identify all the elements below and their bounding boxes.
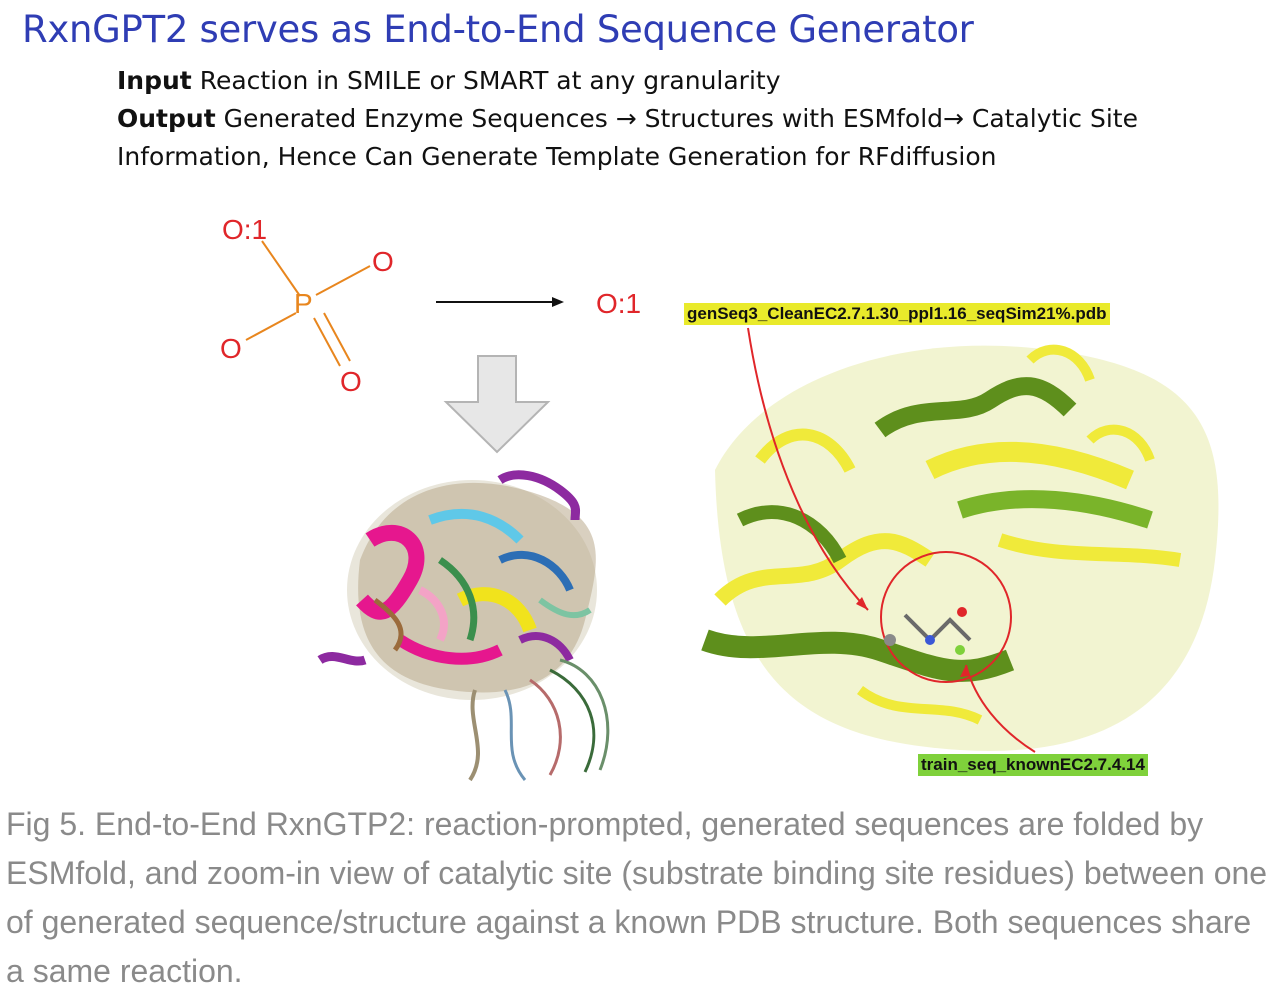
atom-right: O: [372, 246, 394, 277]
product-atom: O:1: [596, 288, 641, 319]
input-keyword: Input: [117, 66, 192, 95]
atom-left: O: [220, 333, 242, 364]
protein-ensemble-image: [317, 470, 610, 782]
input-text: Reaction in SMILE or SMART at any granul…: [199, 66, 781, 95]
figure-canvas: O:1 O P O O O:1: [220, 214, 1235, 782]
catalytic-site-circle: [880, 551, 1012, 683]
bond-right: [315, 265, 371, 296]
generated-structure-label: genSeq3_CleanEC2.7.1.30_ppl1.16_seqSim21…: [684, 303, 1110, 325]
output-line: Output Generated Enzyme Sequences → Stru…: [117, 100, 1257, 138]
bond-top: [261, 240, 301, 297]
bond-bottom-b: [323, 312, 351, 362]
bond-bottom-a: [313, 317, 341, 367]
down-arrow-icon: [443, 355, 551, 454]
catalytic-site-structure-image: [700, 325, 1235, 775]
training-structure-label: train_seq_knownEC2.7.4.14: [918, 754, 1148, 776]
atom-top: O:1: [222, 214, 267, 245]
atom-bottom: O: [340, 366, 362, 397]
bond-left: [245, 312, 297, 341]
output-text-1: Generated Enzyme Sequences → Structures …: [223, 104, 1138, 133]
input-line: Input Reaction in SMILE or SMART at any …: [117, 62, 1257, 100]
description-block: Input Reaction in SMILE or SMART at any …: [117, 62, 1257, 176]
figure-caption: Fig 5. End-to-End RxnGTP2: reaction-prom…: [6, 806, 1268, 989]
slide-title: RxnGPT2 serves as End-to-End Sequence Ge…: [22, 8, 974, 51]
output-keyword: Output: [117, 104, 216, 133]
phosphate-molecule: O:1 O P O O: [220, 214, 394, 397]
generated-pointer-arrow: [747, 327, 869, 611]
reaction-arrow: [436, 297, 564, 307]
output-line-2: Information, Hence Can Generate Template…: [117, 138, 1257, 176]
atom-phosphorus: P: [294, 288, 313, 319]
output-text-2: Information, Hence Can Generate Template…: [117, 142, 997, 171]
